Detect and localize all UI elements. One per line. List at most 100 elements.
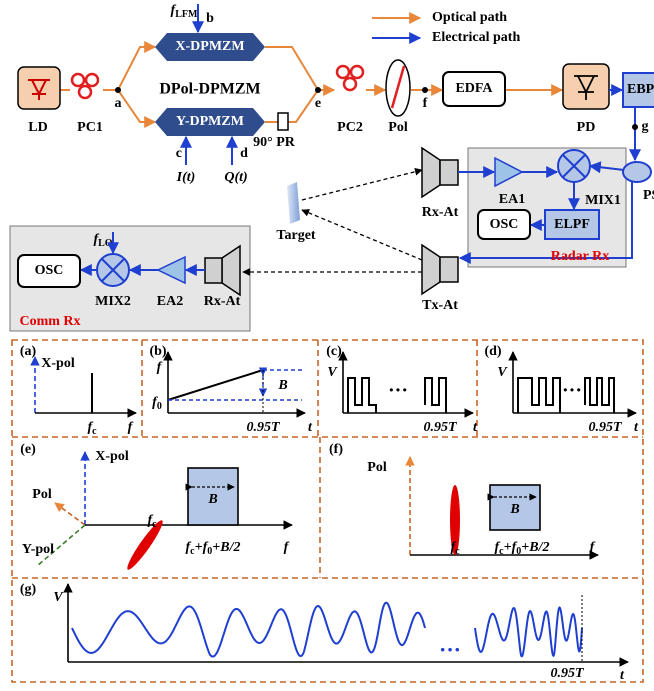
osc2-label: OSC	[35, 263, 64, 278]
axis-label: t	[634, 420, 639, 435]
tick-sub: c	[152, 519, 157, 530]
panel-tag: (d)	[484, 344, 501, 359]
axis-label: f	[590, 540, 596, 555]
axis-label: Y-pol	[22, 542, 54, 557]
legend-optical: Optical path	[432, 10, 507, 25]
tx-path	[302, 210, 422, 260]
pol-label: Pol	[388, 120, 408, 135]
point-label: d	[240, 146, 248, 161]
tick-label: fc	[87, 420, 97, 437]
axis-label: X-pol	[41, 356, 75, 371]
point	[115, 87, 121, 93]
ea1-label: EA1	[499, 192, 525, 207]
panel-tag: (g)	[20, 582, 37, 597]
ps-label: PS	[643, 188, 654, 203]
chirp-wave	[475, 608, 582, 657]
tx-at-horn	[422, 245, 440, 294]
band-label: B	[207, 492, 217, 507]
optical-path	[265, 47, 318, 90]
mix1-label: MIX1	[585, 193, 621, 208]
tick-label: 0.95T	[423, 420, 458, 435]
legend: Optical path Electrical path	[372, 10, 520, 45]
echo-path	[302, 170, 422, 200]
axis-label: f	[157, 360, 163, 375]
tx-at-body	[440, 257, 458, 282]
axis-label: V	[497, 365, 508, 380]
band-mark: fc+f0+B/2	[186, 540, 241, 557]
target-icon	[287, 182, 300, 224]
system: LD PC1 a X-DPMZM DPol-DPMZM Y-DPMZM fLFM…	[10, 3, 654, 331]
ps-icon	[623, 162, 651, 182]
optical-path	[118, 90, 155, 122]
pd-box	[563, 64, 609, 109]
edfa-label: EDFA	[455, 81, 493, 96]
flfm-sub: LFM	[175, 9, 198, 20]
axis-label: t	[308, 420, 313, 435]
tick-label: 0.95T	[588, 420, 623, 435]
panel-tag: (b)	[149, 344, 166, 359]
ld-box	[18, 67, 60, 109]
panel-tag: (a)	[20, 344, 37, 359]
ld-label: LD	[28, 120, 47, 135]
axis-label: X-pol	[95, 449, 129, 464]
figure: Optical path Electrical path LD PC1 a X-…	[0, 0, 654, 691]
panels: (a) X-pol fc f (b) f f0 B 0.95T t (c) V …	[12, 340, 643, 683]
comm-rx-label: Comm Rx	[19, 314, 80, 329]
optical-path	[265, 90, 318, 122]
pr-box	[278, 113, 288, 130]
axis-label: f	[284, 540, 290, 555]
y-dpmzm-label: Y-DPMZM	[176, 114, 244, 129]
elpf-label: ELPF	[554, 217, 590, 232]
pol-axis	[55, 503, 85, 525]
axis-label: Pol	[367, 460, 387, 475]
pr-label: 90° PR	[253, 135, 296, 150]
ea2-label: EA2	[157, 294, 183, 309]
x-dpmzm-label: X-DPMZM	[175, 39, 244, 54]
axis-label: f	[128, 420, 134, 435]
flo-sub: LO	[98, 238, 113, 249]
band-label: B	[277, 378, 287, 393]
axis-label: V	[327, 365, 338, 380]
pc2-icon	[337, 66, 363, 90]
rx-at-body	[205, 258, 222, 283]
i-label: I(t)	[176, 170, 196, 185]
rx-at-body	[440, 160, 458, 185]
rx-at2-label: Rx-At	[204, 294, 241, 309]
point-label: g	[642, 119, 649, 134]
rx-at-horn	[422, 148, 440, 197]
q-label: Q(t)	[224, 170, 247, 185]
panel-border	[12, 340, 643, 682]
carrier-label: fc	[147, 513, 157, 530]
panel-tag: (c)	[326, 344, 342, 359]
tick-label: 0.95T	[550, 666, 585, 681]
ebpf-label: EBPF	[627, 82, 654, 97]
axis-label: Pol	[32, 487, 52, 502]
target-label: Target	[276, 228, 315, 243]
band-label: B	[509, 502, 519, 517]
legend-electrical: Electrical path	[432, 30, 520, 45]
ellipsis: ···	[562, 380, 582, 402]
chirp-line	[168, 370, 263, 400]
tick-sub: c	[455, 546, 460, 557]
point-label: a	[115, 96, 122, 111]
mark-part: +B/2	[521, 540, 549, 555]
ellipsis: ···	[388, 380, 408, 402]
axis-label: V	[53, 590, 64, 605]
point	[632, 124, 638, 130]
mark-part: +B/2	[212, 540, 240, 555]
pc2-label: PC2	[337, 120, 363, 135]
ellipsis: ···	[439, 637, 461, 662]
chirp-wave	[72, 603, 425, 657]
axis-label: t	[620, 668, 625, 683]
tick-label: 0.95T	[246, 420, 281, 435]
point	[422, 87, 428, 93]
point-label: f	[423, 96, 428, 111]
tx-at-label: Tx-At	[422, 298, 458, 313]
panel-tag: (e)	[20, 442, 36, 457]
dpol-dpmzm-label: DPol-DPMZM	[159, 81, 260, 98]
optical-path	[103, 47, 155, 90]
rx-at-label: Rx-At	[422, 205, 459, 220]
pd-label: PD	[577, 120, 596, 135]
radar-rx-label: Radar Rx	[551, 249, 609, 264]
tick-sub: c	[92, 426, 97, 437]
